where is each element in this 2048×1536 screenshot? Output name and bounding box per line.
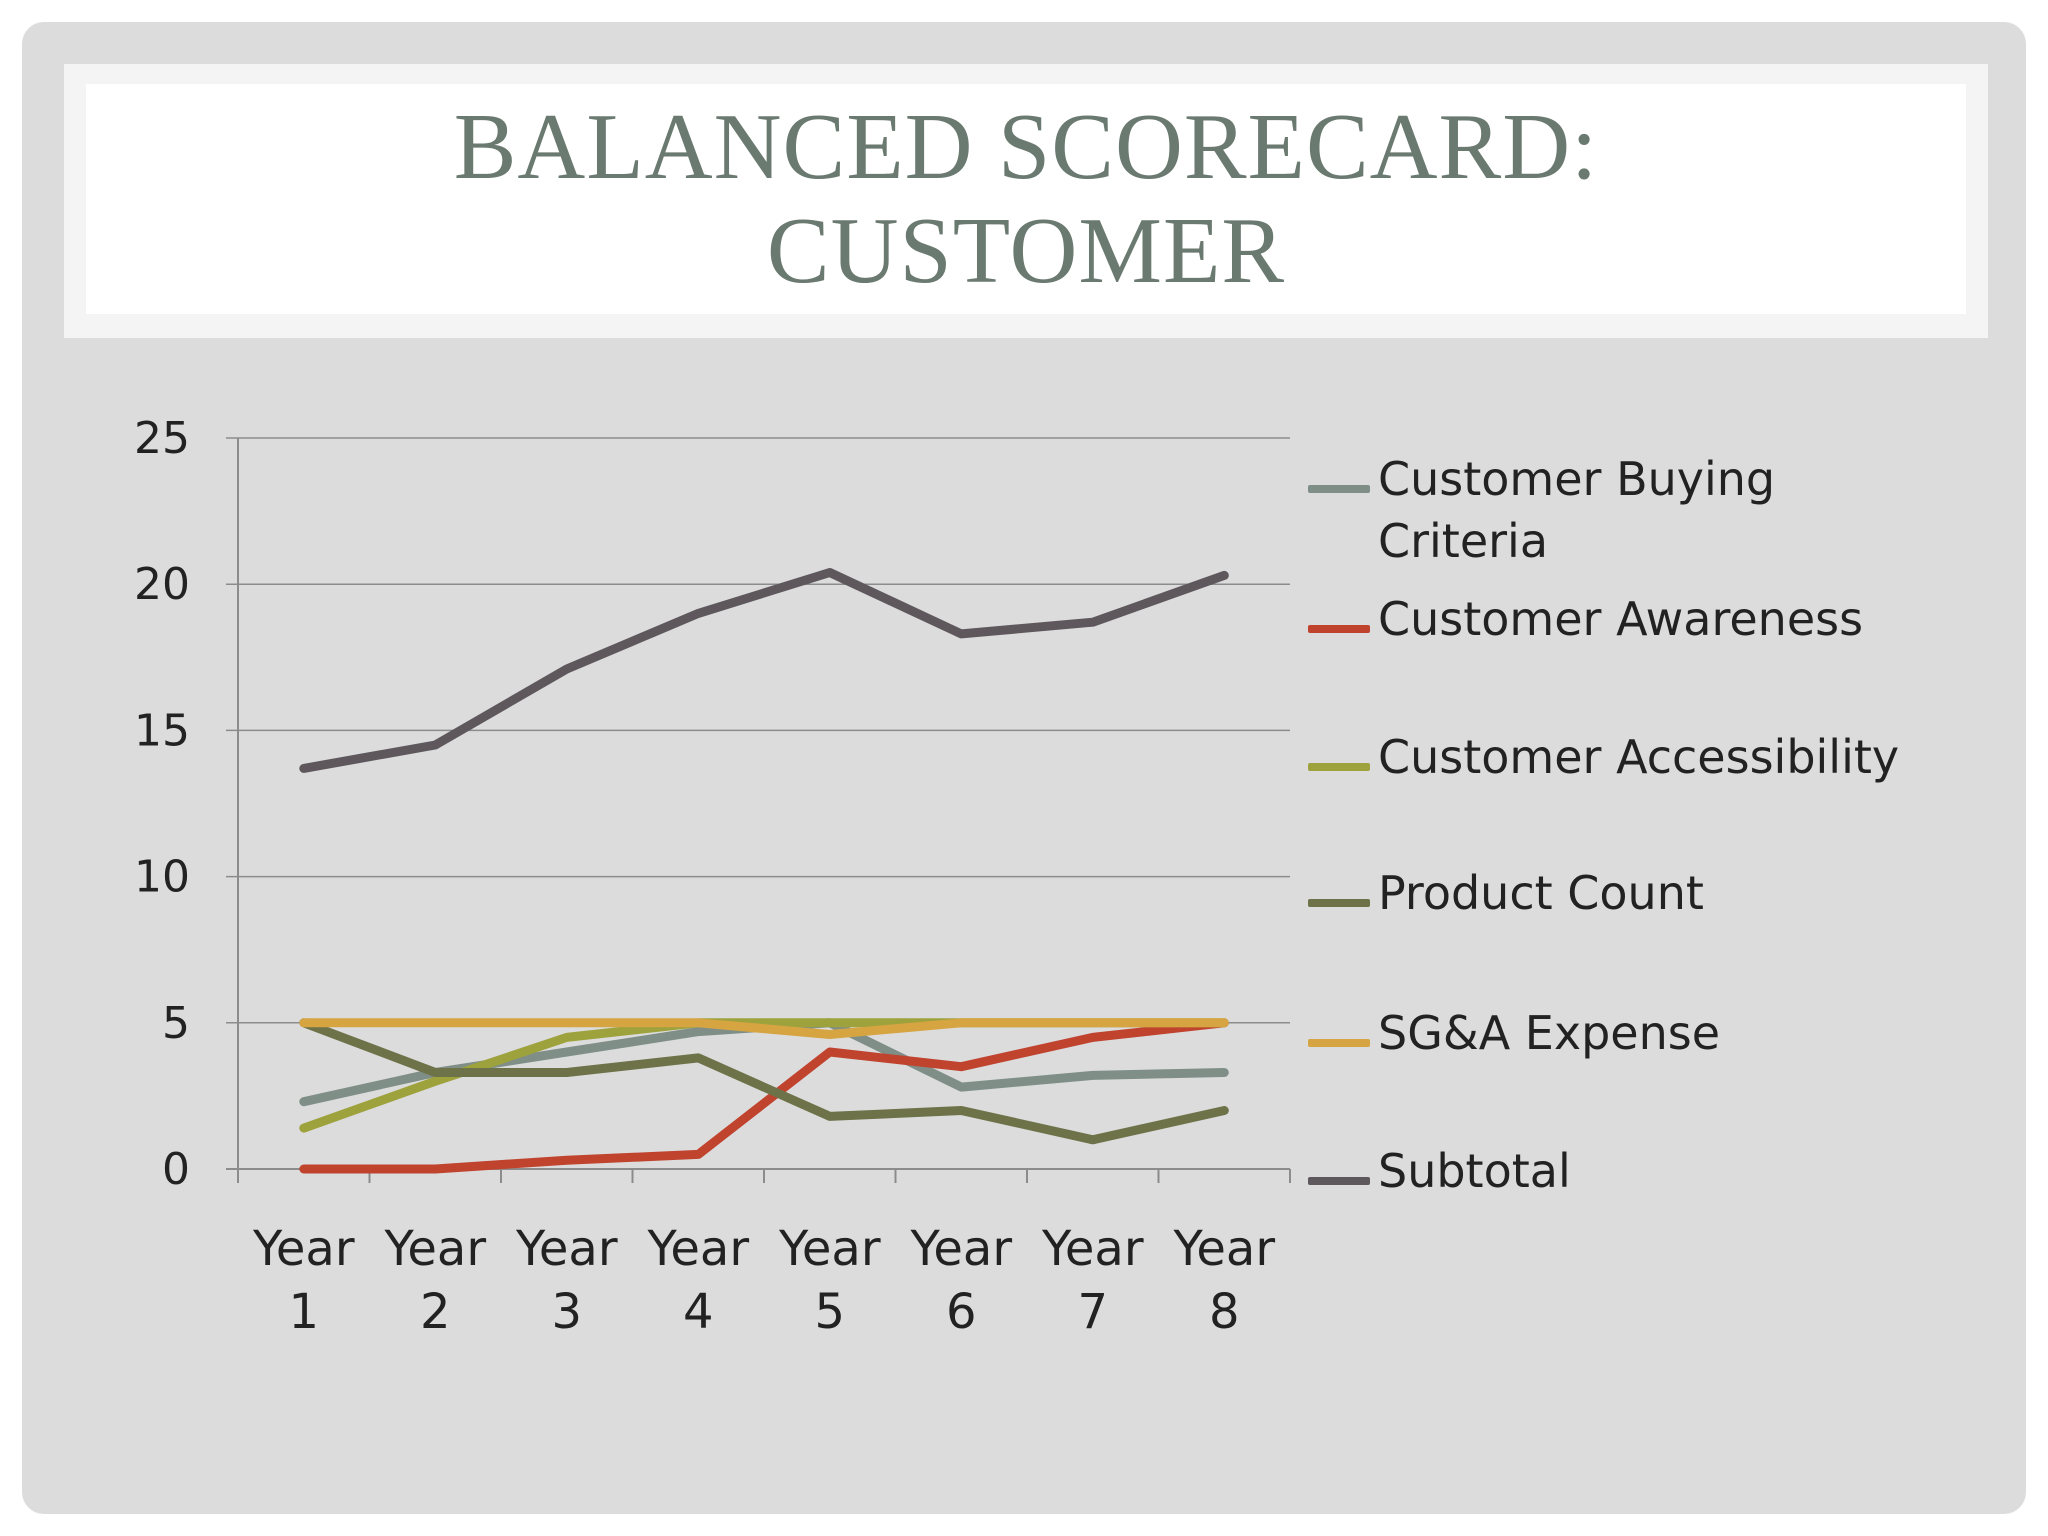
- y-tick-label: 20: [134, 559, 190, 610]
- legend-swatch: [1308, 625, 1370, 633]
- x-tick-label: Year: [1041, 1221, 1144, 1277]
- series-line-sg-a-expense: [299, 1018, 1229, 1039]
- legend-swatch: [1308, 485, 1370, 493]
- y-tick-label: 15: [134, 705, 190, 756]
- legend-item-customer-awareness: Customer Awareness: [1308, 588, 1918, 650]
- x-tick-label: 6: [946, 1284, 977, 1340]
- x-tick-label: 8: [1209, 1284, 1240, 1340]
- x-tick-label: Year: [909, 1221, 1012, 1277]
- y-tick-label: 5: [162, 998, 190, 1049]
- y-tick-label: 10: [134, 852, 190, 903]
- x-tick-label: 1: [288, 1284, 319, 1340]
- x-tick-label: Year: [778, 1221, 881, 1277]
- slide-title-line-2: CUSTOMER: [766, 199, 1286, 303]
- legend-label: Customer Accessibility: [1378, 730, 1900, 784]
- x-tick-label: 5: [814, 1284, 845, 1340]
- slide-title-line-1: BALANCED SCORECARD:: [453, 95, 1599, 199]
- y-tick-label: 25: [134, 413, 190, 464]
- y-tick-label: 0: [162, 1144, 190, 1195]
- legend-item-sg-a-expense: SG&A Expense: [1308, 1002, 1918, 1064]
- legend-swatch: [1308, 1039, 1370, 1047]
- x-tick-label: Year: [646, 1221, 749, 1277]
- legend-label: Subtotal: [1378, 1144, 1571, 1198]
- legend-item-product-count: Product Count: [1308, 862, 1918, 924]
- slide: BALANCED SCORECARD: CUSTOMER: [22, 22, 2026, 1514]
- gridlines: [226, 437, 1290, 1024]
- legend-swatch: [1308, 763, 1370, 771]
- legend-item-subtotal: Subtotal: [1308, 1140, 1918, 1202]
- x-tick-label: Year: [515, 1221, 618, 1277]
- legend-label: SG&A Expense: [1378, 1006, 1721, 1060]
- x-tick-labels: Year 1 Year 2 Year 3 Year 4 Year 5 Year 6 Year 7 Year 8: [252, 1221, 1275, 1340]
- title-band: BALANCED SCORECARD: CUSTOMER: [64, 64, 1988, 338]
- legend-item-customer-buying-criteria: Customer Buying Criteria: [1308, 448, 1918, 572]
- y-tick-labels: 0 5 10 15 20 25: [134, 413, 190, 1195]
- series-line-customer-awareness: [299, 1018, 1229, 1174]
- legend-swatch: [1308, 1177, 1370, 1185]
- legend-swatch: [1308, 899, 1370, 907]
- x-tick-label: 3: [551, 1284, 582, 1340]
- series-line-product-count: [299, 1018, 1229, 1145]
- legend-item-customer-accessibility: Customer Accessibility: [1308, 726, 1918, 788]
- x-tick-label: Year: [252, 1221, 355, 1277]
- title-box: BALANCED SCORECARD: CUSTOMER: [86, 84, 1966, 314]
- legend-label: Customer Awareness: [1378, 592, 1864, 646]
- x-tick-label: 4: [683, 1284, 714, 1340]
- x-tick-label: 2: [420, 1284, 451, 1340]
- series-line-subtotal: [299, 568, 1229, 773]
- x-tick-label: 7: [1077, 1284, 1108, 1340]
- series-lines: [299, 568, 1229, 1174]
- x-tick-label: Year: [1172, 1221, 1275, 1277]
- legend-label: Customer Buying Criteria: [1378, 452, 1776, 568]
- x-tick-label: Year: [383, 1221, 486, 1277]
- legend-label: Product Count: [1378, 866, 1704, 920]
